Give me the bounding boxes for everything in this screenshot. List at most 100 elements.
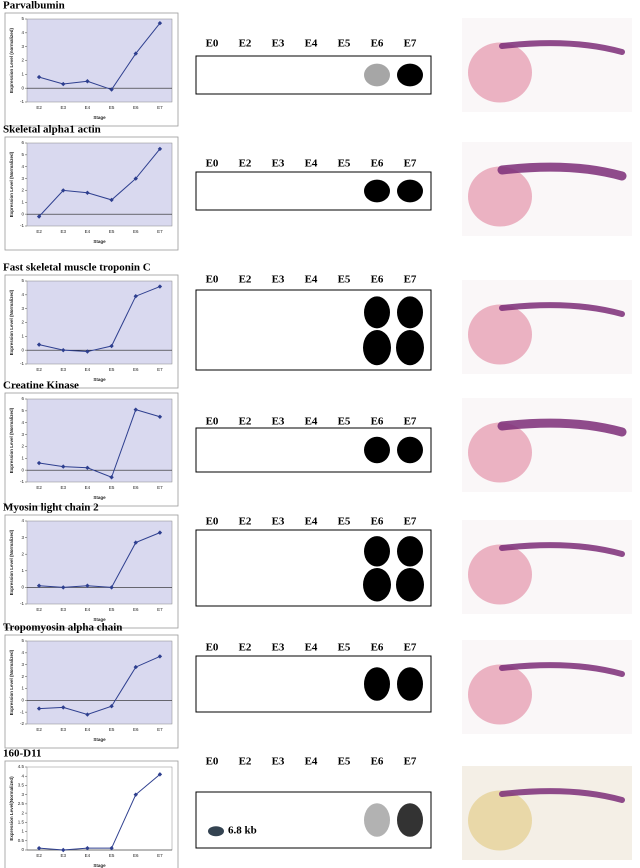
- y-tick-label: 3: [21, 306, 24, 311]
- y-tick-label: 2: [21, 320, 24, 325]
- data-point: [61, 585, 66, 590]
- data-point: [36, 74, 42, 80]
- y-tick-label: 4: [21, 518, 24, 523]
- plot-area: [26, 398, 173, 483]
- lane-label: E6: [371, 274, 384, 286]
- y-tick-label: 2: [21, 188, 24, 193]
- x-tick-label: E5: [109, 853, 115, 858]
- x-tick-label: E3: [60, 607, 66, 612]
- x-axis-label: Stage: [93, 377, 106, 382]
- data-point: [85, 79, 90, 84]
- x-tick-label: E4: [85, 607, 91, 612]
- data-point: [36, 342, 42, 347]
- band: [397, 63, 423, 87]
- lane-label: E0: [206, 642, 219, 654]
- lane-label: E3: [272, 642, 285, 654]
- embryo-yolk: [468, 790, 532, 851]
- lane-label: E4: [305, 158, 318, 170]
- lane-label: E5: [338, 274, 351, 286]
- y-tick-label: 3: [21, 432, 24, 437]
- band: [364, 536, 390, 567]
- lane-label: E2: [239, 516, 252, 528]
- data-point: [85, 845, 90, 851]
- data-point: [109, 845, 114, 851]
- lane-label: E3: [272, 274, 285, 286]
- x-tick-label: E4: [85, 367, 91, 372]
- y-tick-label: 2: [21, 58, 24, 63]
- data-line: [39, 773, 161, 851]
- lane-label: E7: [404, 642, 417, 654]
- y-tick-label: 5: [21, 278, 24, 283]
- lane-label: E5: [338, 416, 351, 428]
- band: [364, 803, 390, 837]
- x-tick-label: E4: [85, 727, 91, 732]
- y-tick-label: 4: [21, 30, 24, 35]
- blot: [195, 289, 432, 371]
- plot-area: [26, 280, 173, 365]
- data-point: [61, 347, 66, 353]
- y-tick-label: 3.5: [18, 783, 25, 788]
- embryo-tail: [497, 418, 627, 437]
- x-tick-label: E3: [60, 105, 66, 110]
- band: [364, 63, 390, 87]
- y-tick-label: 3: [21, 535, 24, 540]
- lane-label: E5: [338, 158, 351, 170]
- data-point: [157, 146, 163, 152]
- x-tick-label: E4: [85, 485, 91, 490]
- chart-title: Parvalbumin: [3, 0, 65, 12]
- x-tick-label: E5: [109, 229, 115, 234]
- data-line: [38, 22, 161, 91]
- x-tick-label: E6: [133, 485, 139, 490]
- band: [396, 568, 424, 602]
- x-axis-label: Stage: [93, 617, 106, 622]
- x-tick-label: E2: [36, 853, 42, 858]
- data-point: [109, 585, 114, 590]
- x-tick-label: E2: [36, 105, 42, 110]
- data-line: [38, 148, 161, 217]
- data-point: [36, 845, 42, 851]
- data-line: [39, 409, 161, 478]
- data-point: [133, 540, 138, 545]
- x-tick-label: E7: [157, 105, 163, 110]
- y-tick-label: -1: [20, 223, 24, 228]
- lane-label: E7: [404, 38, 417, 50]
- y-tick-label: 5: [21, 152, 24, 157]
- y-tick-label: 1: [21, 455, 24, 460]
- y-tick-label: 1: [21, 72, 24, 77]
- data-point: [133, 407, 138, 412]
- data-point: [133, 294, 138, 299]
- band: [364, 667, 390, 701]
- y-tick-label: 4: [21, 650, 24, 655]
- embryo-yolk: [468, 42, 532, 103]
- lane-label: E3: [272, 756, 285, 768]
- y-tick-label: -1: [20, 99, 24, 104]
- x-tick-label: E3: [60, 853, 66, 858]
- lane-label: E4: [305, 642, 318, 654]
- lane-label: E6: [371, 38, 384, 50]
- band: [397, 536, 423, 567]
- lane-label: E0: [206, 274, 219, 286]
- data-line: [39, 532, 161, 588]
- band: [397, 667, 423, 701]
- blot: [195, 791, 432, 849]
- x-tick-label: E4: [85, 229, 91, 234]
- y-tick-label: 0: [21, 585, 24, 590]
- embryo-tail: [499, 542, 625, 557]
- lane-label: E7: [404, 416, 417, 428]
- blot: [195, 427, 432, 473]
- y-axis-label: Expression Level (Normalized): [9, 529, 14, 595]
- y-tick-label: 4: [21, 420, 24, 425]
- lane-label: E5: [338, 642, 351, 654]
- y-tick-label: 3: [21, 44, 24, 49]
- x-tick-label: E7: [157, 853, 163, 858]
- data-point: [36, 214, 42, 219]
- data-point: [36, 583, 42, 588]
- y-tick-label: 4: [21, 773, 24, 778]
- lane-label: E4: [305, 38, 318, 50]
- x-axis-label: Stage: [93, 495, 106, 500]
- plot-area: [26, 520, 173, 605]
- lane-label: E2: [239, 274, 252, 286]
- y-tick-label: 1: [21, 568, 24, 573]
- y-tick-label: 2.5: [18, 801, 25, 806]
